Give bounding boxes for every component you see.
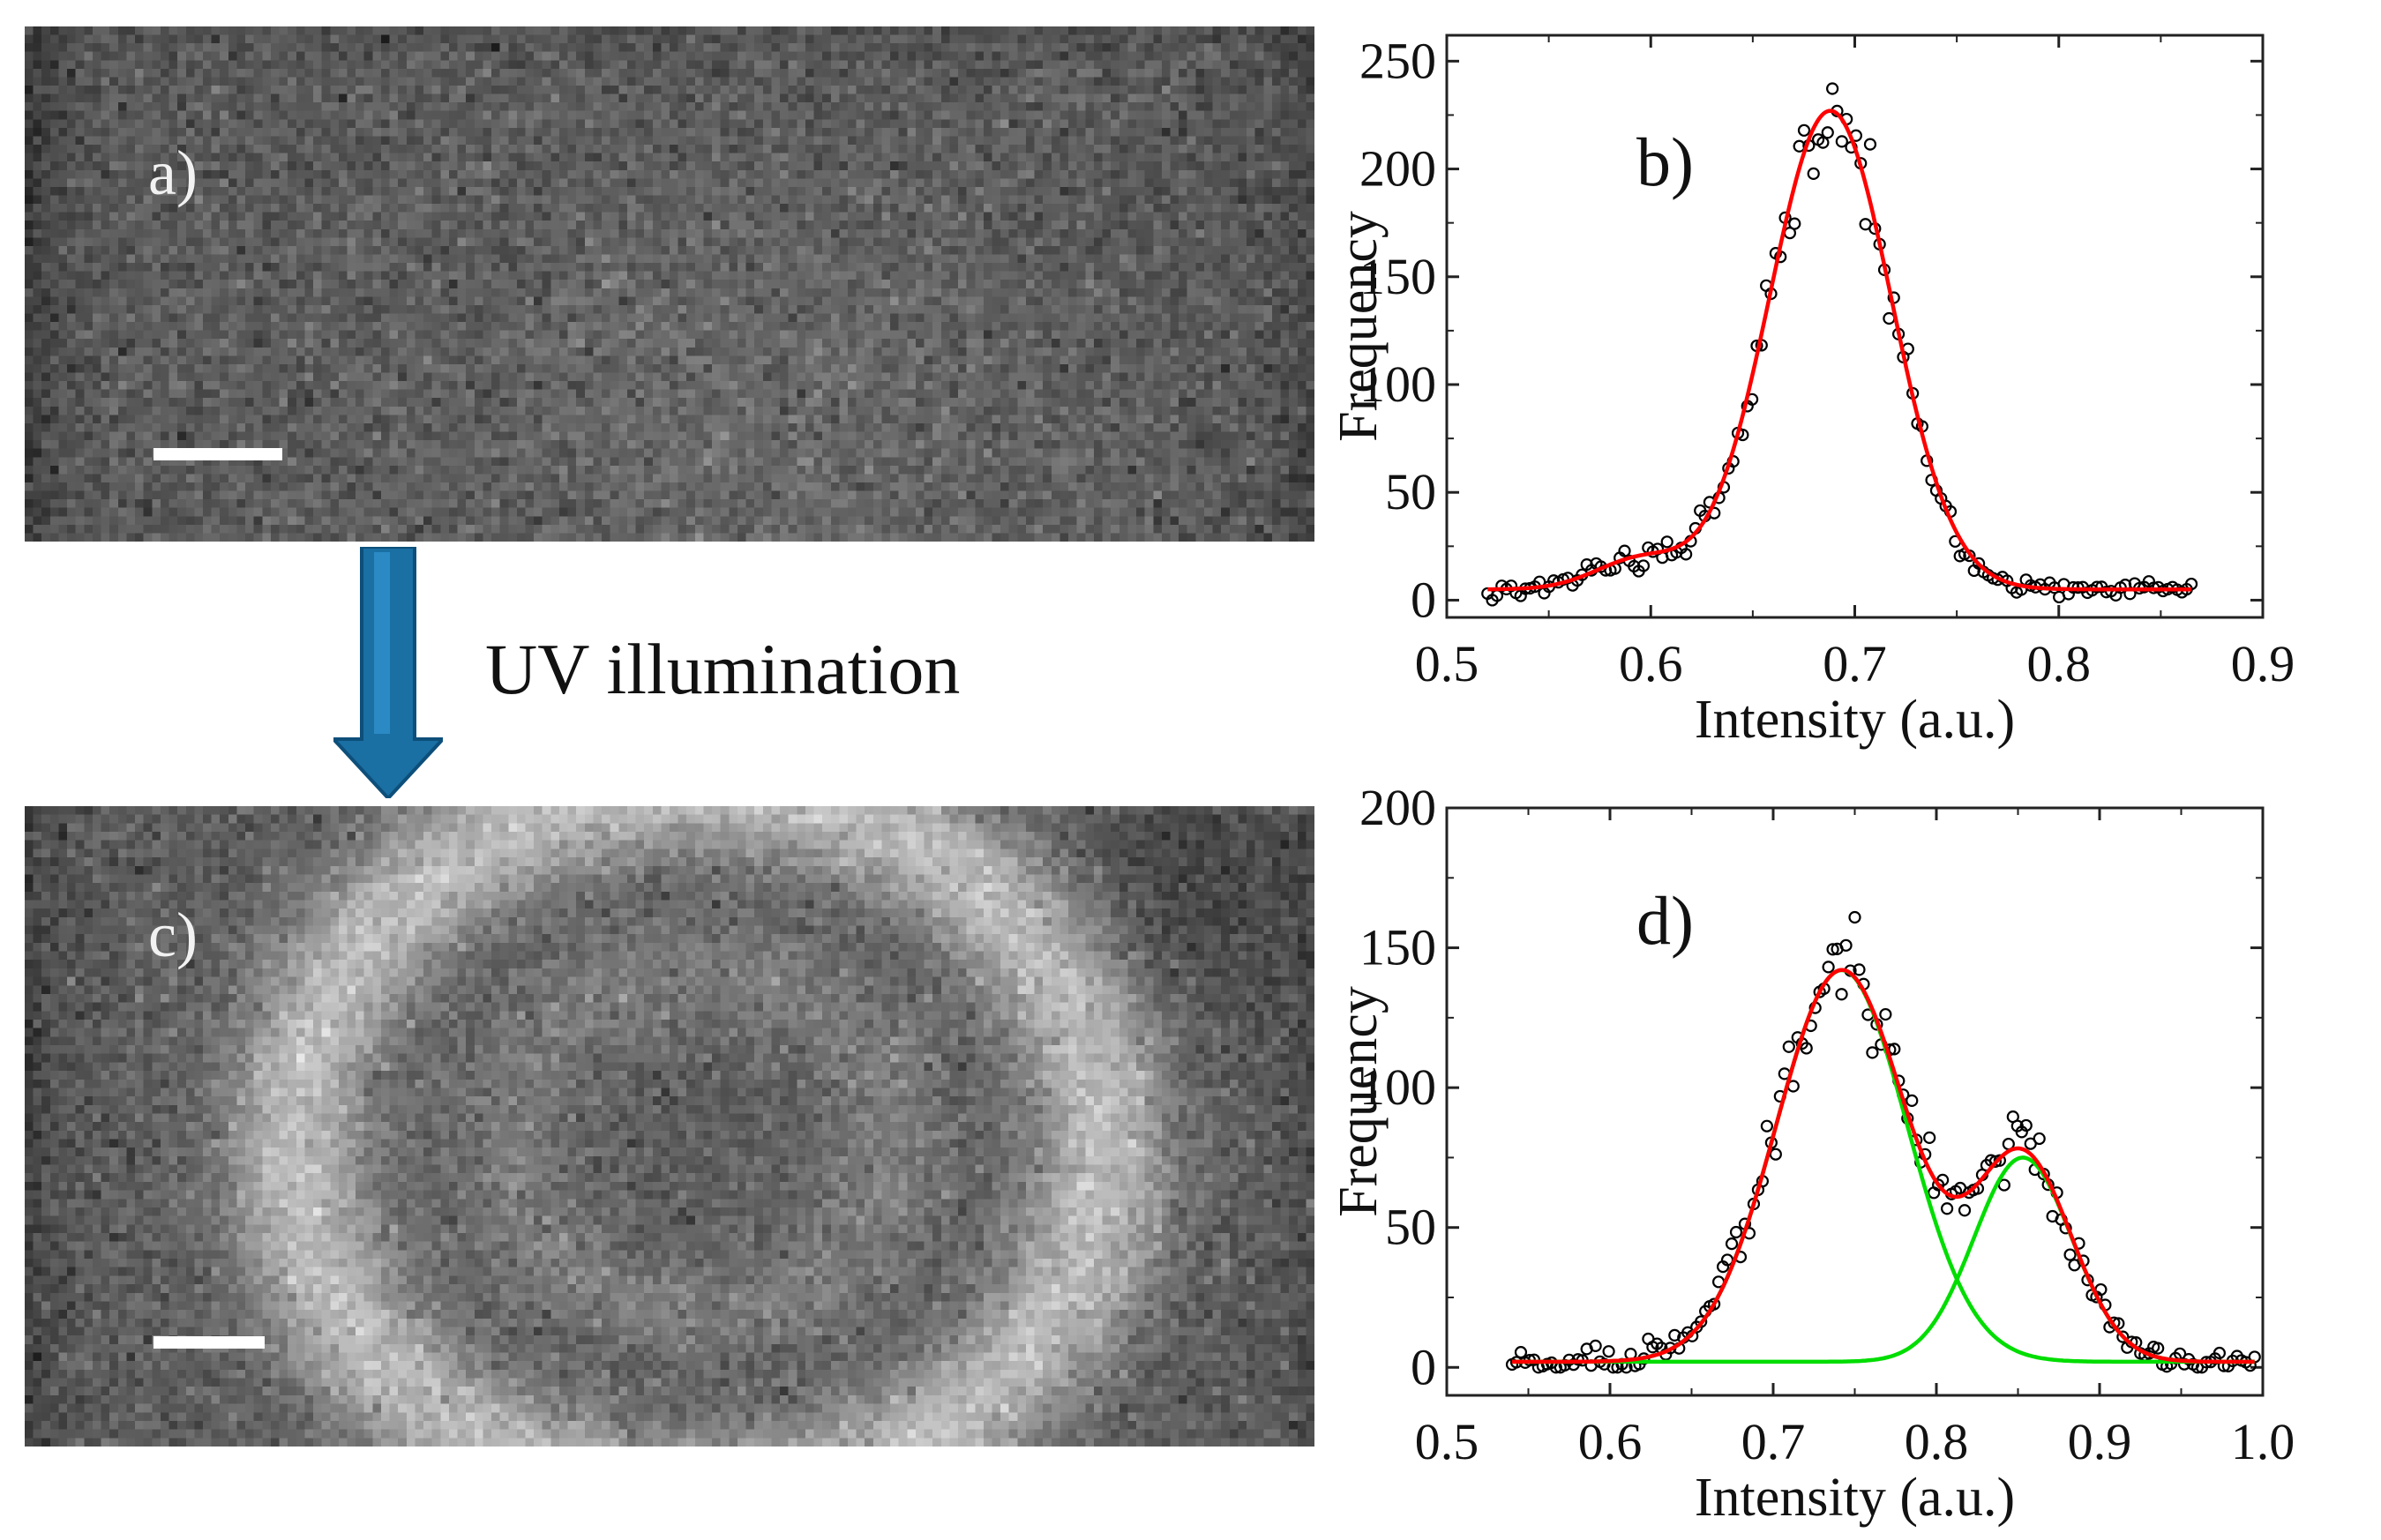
data-point [1835, 988, 1848, 1001]
x-tick-label: 0.5 [1415, 635, 1479, 692]
chart-d-svg: 0.5 0.6 0.7 0.8 0.9 1.0 0 50 100 150 200 Intensity … [1329, 779, 2295, 1528]
data-point [1797, 123, 1811, 137]
fit-curves [1487, 108, 2192, 592]
image-after-uv [25, 806, 1314, 1447]
y-axis-title: Frequency [1329, 986, 1389, 1217]
x-tick-label: 1.0 [2231, 1413, 2295, 1470]
histogram-chart-d: 0.5 0.6 0.7 0.8 0.9 1.0 0 50 100 150 200 Intensity … [1323, 776, 2381, 1540]
y-tick-label: 50 [1385, 1199, 1436, 1256]
histogram-chart-b: 0.5 0.6 0.7 0.8 0.9 0 50 100 150 200 250 Intensity … [1323, 0, 2381, 770]
down-arrow-icon [333, 547, 443, 798]
data-points [1505, 910, 2261, 1374]
data-point [1782, 1040, 1795, 1053]
x-tick-label: 0.7 [1823, 635, 1887, 692]
data-point [1725, 1237, 1739, 1251]
x-tick-label: 0.5 [1415, 1413, 1479, 1470]
data-point [1839, 938, 1853, 952]
y-tick-label: 200 [1359, 140, 1436, 198]
uv-illumination-label: UV illumination [485, 629, 961, 709]
microscopy-image-before: a) [25, 26, 1314, 542]
y-tick-label: 0 [1411, 571, 1436, 628]
data-point [1997, 1178, 2010, 1192]
data-point [1848, 910, 1861, 924]
data-point [1940, 1202, 1954, 1215]
y-tick-label: 150 [1359, 919, 1436, 976]
data-point [1800, 1042, 1813, 1055]
data-point [1853, 963, 1866, 976]
data-point [1993, 1154, 2006, 1167]
y-tick-label: 100 [1359, 1058, 1436, 1116]
data-point [2063, 1248, 2077, 1261]
data-point [1589, 1339, 1602, 1352]
y-axis-title: Frequency [1329, 211, 1389, 442]
x-tick-label: 0.8 [1905, 1413, 1969, 1470]
scale-bar-a [153, 448, 282, 460]
data-point [1660, 535, 1673, 549]
data-point [1816, 136, 1830, 149]
panel-label: d) [1636, 882, 1694, 959]
microscopy-image-after: c) [25, 806, 1314, 1447]
data-point [2152, 1342, 2165, 1355]
data-point [1879, 1007, 1892, 1021]
data-point [1695, 1315, 1708, 1328]
data-point [1769, 1148, 1782, 1161]
data-point [1821, 126, 1834, 139]
data-point [1822, 961, 1835, 974]
y-tick-label: 150 [1359, 248, 1436, 305]
plot-frame [1445, 806, 2265, 1397]
x-tick-label: 0.9 [2231, 635, 2295, 692]
data-point [1514, 1346, 1528, 1359]
data-point [1807, 167, 1820, 181]
data-point [1668, 1328, 1681, 1342]
data-point [1636, 559, 1651, 572]
plot-frame [1445, 34, 2265, 619]
data-point [1923, 1131, 1936, 1144]
fit-line [1512, 1155, 2255, 1364]
x-tick-label: 0.6 [1578, 1413, 1643, 1470]
x-tick-label: 0.7 [1741, 1413, 1806, 1470]
y-tick-label: 0 [1411, 1338, 1436, 1395]
x-tick-label: 0.9 [2068, 1413, 2132, 1470]
scale-bar-c [153, 1336, 265, 1349]
data-point [1863, 138, 1877, 151]
data-points [1481, 82, 2198, 607]
x-axis-title: Intensity (a.u.) [1695, 1468, 2015, 1528]
data-point [1958, 1204, 1972, 1217]
data-point [1729, 1225, 1743, 1239]
data-point [1602, 1345, 1615, 1358]
y-tick-label: 200 [1359, 779, 1436, 836]
chart-b-svg: 0.5 0.6 0.7 0.8 0.9 0 50 100 150 200 250 Intensity … [1329, 32, 2295, 750]
data-point [1708, 1297, 1721, 1311]
fit-line [1512, 968, 2255, 1364]
fit-line [1487, 108, 2192, 592]
data-point [1826, 943, 1839, 956]
x-tick-label: 0.6 [1619, 635, 1683, 692]
data-point [1835, 135, 1848, 148]
x-axis-title: Intensity (a.u.) [1695, 690, 2015, 750]
data-point [1760, 1119, 1773, 1133]
x-tick-label: 0.8 [2027, 635, 2092, 692]
data-point [1883, 311, 1896, 325]
y-tick-label: 100 [1359, 355, 1436, 413]
data-point [1680, 548, 1693, 561]
fit-curves [1512, 968, 2255, 1364]
data-point [2019, 1118, 2033, 1133]
data-point [1618, 544, 1631, 557]
data-point [1888, 1043, 1901, 1056]
data-point [2248, 1350, 2261, 1364]
data-point [2090, 580, 2104, 594]
data-point [1788, 217, 1801, 230]
image-before-uv [25, 26, 1314, 542]
panel-label: b) [1636, 123, 1694, 200]
data-point [2213, 1346, 2227, 1360]
panel-label-a: a) [148, 138, 198, 208]
fit-line [1512, 968, 2255, 1364]
data-point [1826, 82, 1839, 95]
data-point [1866, 1046, 1879, 1059]
panel-label-c: c) [148, 900, 198, 970]
y-tick-label: 50 [1385, 463, 1436, 520]
y-tick-label: 250 [1359, 32, 1436, 89]
data-point [2033, 1132, 2046, 1146]
data-point [1906, 1094, 1919, 1107]
